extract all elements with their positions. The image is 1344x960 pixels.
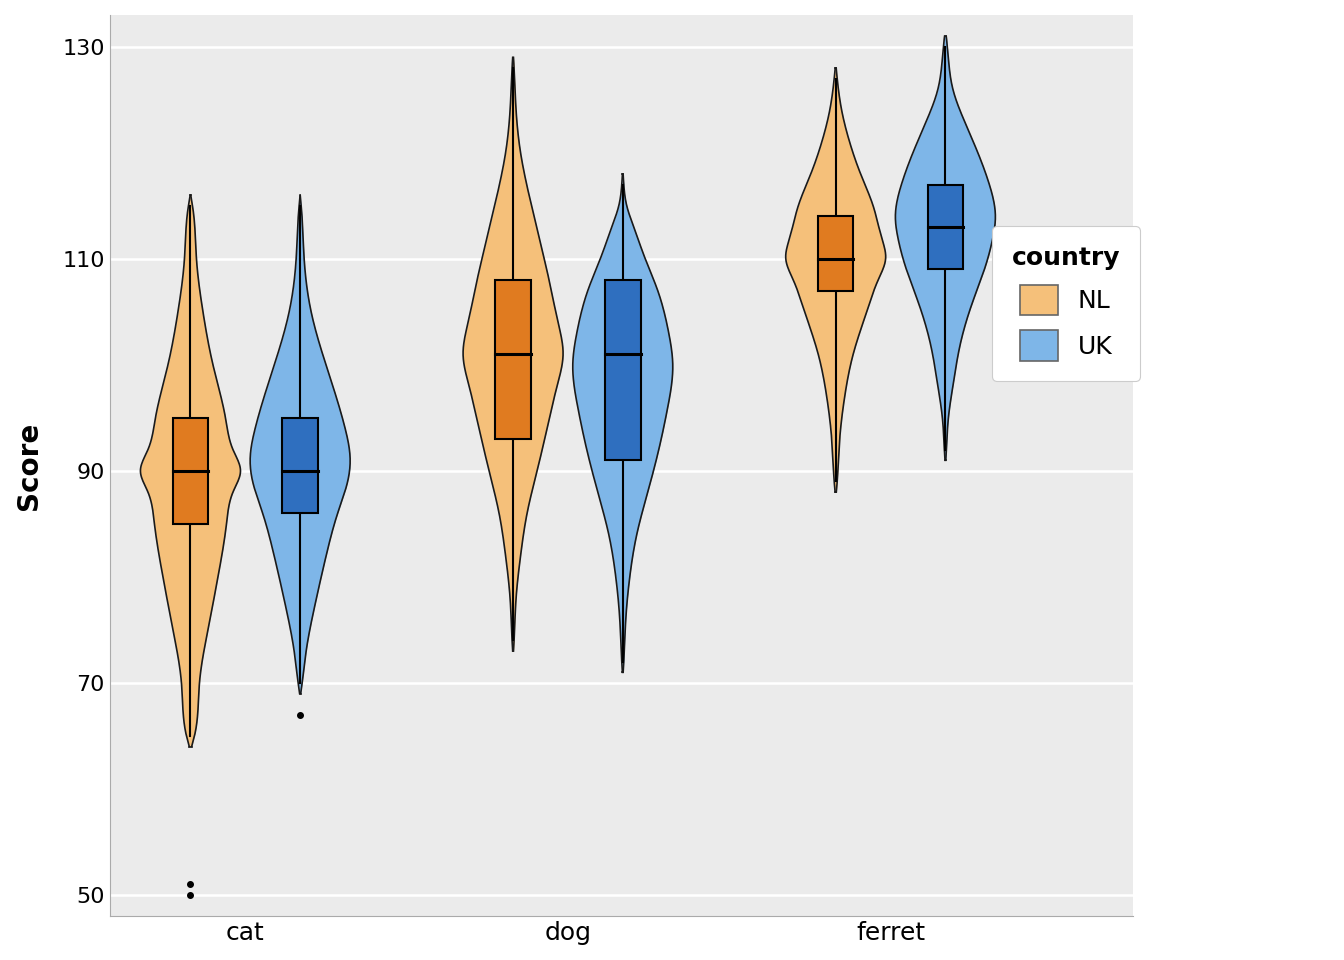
Bar [173, 418, 208, 524]
Bar [282, 418, 319, 514]
Y-axis label: Score: Score [15, 421, 43, 510]
Bar [496, 280, 531, 439]
Legend: NL, UK: NL, UK [992, 226, 1141, 381]
Bar [605, 280, 641, 460]
Bar [818, 216, 853, 291]
Bar [927, 184, 964, 270]
